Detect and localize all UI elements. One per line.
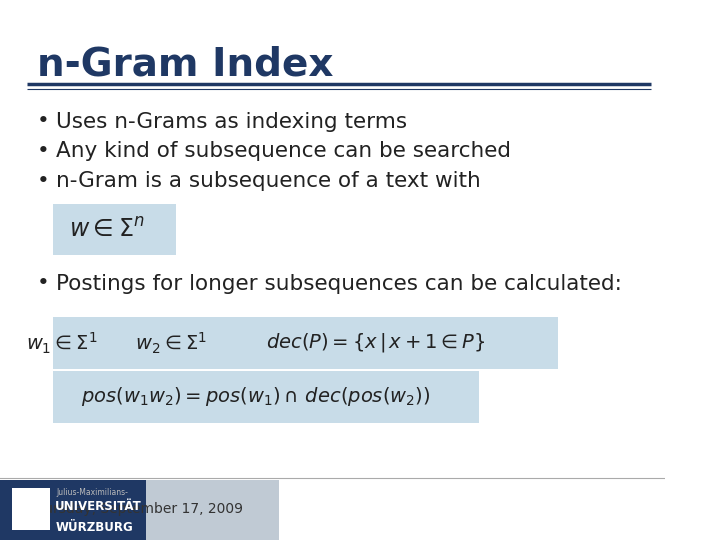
Text: $pos(w_1 w_2)= pos(w_1)\cap\, dec(pos(w_2))$: $pos(w_1 w_2)= pos(w_1)\cap\, dec(pos(w_… bbox=[81, 386, 431, 408]
Text: Uses n-Grams as indexing terms: Uses n-Grams as indexing terms bbox=[56, 111, 408, 132]
Text: Postings for longer subsequences can be calculated:: Postings for longer subsequences can be … bbox=[56, 273, 622, 294]
Text: n-Gram is a subsequence of a text with: n-Gram is a subsequence of a text with bbox=[56, 171, 481, 191]
FancyBboxPatch shape bbox=[0, 480, 146, 540]
Text: $dec(P)= \{x\,|\,x+1 \in P\}$: $dec(P)= \{x\,|\,x+1 \in P\}$ bbox=[266, 332, 485, 354]
Text: Julius-Maximilians-: Julius-Maximilians- bbox=[56, 488, 128, 497]
Text: •: • bbox=[37, 111, 50, 132]
Text: $w_1 \in \Sigma^1 \quad\quad w_2 \in \Sigma^1$: $w_1 \in \Sigma^1 \quad\quad w_2 \in \Si… bbox=[26, 330, 207, 355]
Text: WÜRZBURG: WÜRZBURG bbox=[55, 521, 133, 534]
FancyBboxPatch shape bbox=[53, 317, 558, 369]
Text: •: • bbox=[37, 273, 50, 294]
Text: $w \in \Sigma^n$: $w \in \Sigma^n$ bbox=[68, 218, 144, 241]
Text: n-Gram Index: n-Gram Index bbox=[37, 46, 333, 84]
FancyBboxPatch shape bbox=[53, 371, 479, 423]
FancyBboxPatch shape bbox=[53, 204, 176, 255]
Text: •: • bbox=[37, 171, 50, 191]
Text: Any kind of subsequence can be searched: Any kind of subsequence can be searched bbox=[56, 141, 511, 161]
Text: •: • bbox=[37, 141, 50, 161]
FancyBboxPatch shape bbox=[12, 488, 50, 530]
Text: Thursday, September 17, 2009: Thursday, September 17, 2009 bbox=[27, 502, 243, 516]
FancyBboxPatch shape bbox=[146, 480, 279, 540]
Text: UNIVERSITÄT: UNIVERSITÄT bbox=[55, 500, 142, 513]
